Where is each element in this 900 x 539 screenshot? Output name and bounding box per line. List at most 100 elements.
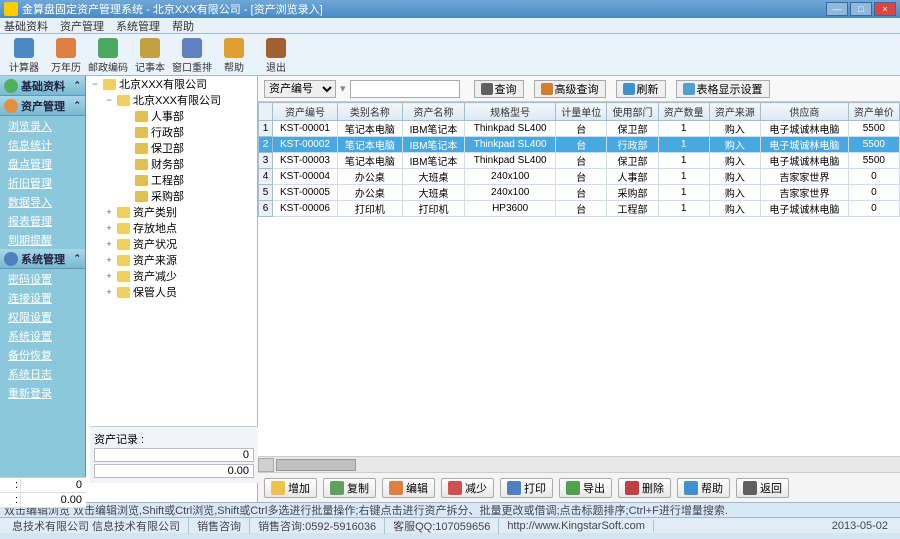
- h-scrollbar[interactable]: [258, 456, 900, 472]
- tree-cat-资产减少[interactable]: +资产减少: [86, 268, 257, 284]
- toolbar: 计算器万年历邮政编码记事本窗口重排帮助退出: [0, 34, 900, 76]
- toolbar-万年历[interactable]: 万年历: [46, 36, 86, 74]
- table-row[interactable]: 5KST-00005办公桌大班桌240x100台采购部1购入吉家家世界0: [259, 185, 900, 201]
- sidebar-item-盘点管理[interactable]: 盘点管理: [0, 154, 85, 173]
- sidebar-item-报表管理[interactable]: 报表管理: [0, 211, 85, 230]
- col-规格型号[interactable]: 规格型号: [465, 103, 556, 121]
- toolbar-记事本[interactable]: 记事本: [130, 36, 170, 74]
- tree-dept-财务部[interactable]: 财务部: [86, 156, 257, 172]
- action-返回[interactable]: 返回: [736, 478, 789, 498]
- menu-帮助[interactable]: 帮助: [172, 18, 194, 34]
- status-sales: 销售咨询: [189, 518, 250, 534]
- sidebar-item-折旧管理[interactable]: 折旧管理: [0, 173, 85, 192]
- table-row[interactable]: 3KST-00003笔记本电脑IBM笔记本Thinkpad SL400台保卫部1…: [259, 153, 900, 169]
- maximize-button[interactable]: □: [850, 2, 872, 16]
- col-资产编号[interactable]: 资产编号: [273, 103, 338, 121]
- sidebar-item-连接设置[interactable]: 连接设置: [0, 288, 85, 307]
- col-资产数量[interactable]: 资产数量: [658, 103, 709, 121]
- sidebar-item-信息统计[interactable]: 信息统计: [0, 135, 85, 154]
- dept-icon: [135, 127, 148, 138]
- search-input[interactable]: [350, 80, 460, 98]
- menu-资产管理[interactable]: 资产管理: [60, 18, 104, 34]
- action-复制[interactable]: 复制: [323, 478, 376, 498]
- menubar: 基础资料资产管理系统管理帮助: [0, 18, 900, 34]
- table-row[interactable]: 6KST-00006打印机打印机HP3600台工程部1购入电子城诚林电脑0: [259, 201, 900, 217]
- toolbar-窗口重排[interactable]: 窗口重排: [172, 36, 212, 74]
- action-打印[interactable]: 打印: [500, 478, 553, 498]
- dept-icon: [135, 111, 148, 122]
- tree-dept-工程部[interactable]: 工程部: [86, 172, 257, 188]
- close-button[interactable]: ×: [874, 2, 896, 16]
- action-帮助[interactable]: 帮助: [677, 478, 730, 498]
- table-row[interactable]: 1KST-00001笔记本电脑IBM笔记本Thinkpad SL400台保卫部1…: [259, 121, 900, 137]
- toolbar-邮政编码[interactable]: 邮政编码: [88, 36, 128, 74]
- 返回-icon: [743, 481, 757, 495]
- tree-dept-人事部[interactable]: 人事部: [86, 108, 257, 124]
- col-资产来源[interactable]: 资产来源: [709, 103, 760, 121]
- tree-dept-采购部[interactable]: 采购部: [86, 188, 257, 204]
- col-计量单位[interactable]: 计量单位: [556, 103, 607, 121]
- tree-dept-行政部[interactable]: 行政部: [86, 124, 257, 140]
- action-编辑[interactable]: 编辑: [382, 478, 435, 498]
- section-icon: [4, 79, 18, 93]
- action-导出[interactable]: 导出: [559, 478, 612, 498]
- tree-company[interactable]: −北京XXX有限公司: [86, 92, 257, 108]
- sidebar-item-重新登录[interactable]: 重新登录: [0, 383, 85, 402]
- status-url: http://www.KingstarSoft.com: [499, 520, 654, 532]
- tree-dept-保卫部[interactable]: 保卫部: [86, 140, 257, 156]
- table-row[interactable]: 4KST-00004办公桌大班桌240x100台人事部1购入吉家家世界0: [259, 169, 900, 185]
- menu-系统管理[interactable]: 系统管理: [116, 18, 160, 34]
- data-grid[interactable]: 资产编号类别名称资产名称规格型号计量单位使用部门资产数量资产来源供应商资产单价1…: [258, 102, 900, 456]
- search-查询[interactable]: 查询: [474, 80, 524, 98]
- sidebar-item-备份恢复[interactable]: 备份恢复: [0, 345, 85, 364]
- sidebar-item-数据导入[interactable]: 数据导入: [0, 192, 85, 211]
- col-资产名称[interactable]: 资产名称: [402, 103, 464, 121]
- 退出-icon: [266, 38, 286, 58]
- folder-icon: [103, 79, 116, 90]
- tree-cat-保管人员[interactable]: +保管人员: [86, 284, 257, 300]
- col-供应商[interactable]: 供应商: [761, 103, 849, 121]
- toolbar-计算器[interactable]: 计算器: [4, 36, 44, 74]
- sidebar-item-到期提醒[interactable]: 到期提醒: [0, 230, 85, 249]
- summary-count[interactable]: [94, 448, 254, 462]
- sidebar-section-系统管理[interactable]: 系统管理⌃: [0, 249, 85, 269]
- search-表格显示设置[interactable]: 表格显示设置: [676, 80, 770, 98]
- tree-panel: −北京XXX有限公司−北京XXX有限公司人事部行政部保卫部财务部工程部采购部+资…: [86, 76, 258, 502]
- scroll-thumb[interactable]: [276, 459, 356, 471]
- toolbar-帮助[interactable]: 帮助: [214, 36, 254, 74]
- menu-基础资料[interactable]: 基础资料: [4, 18, 48, 34]
- tree-cat-资产类别[interactable]: +资产类别: [86, 204, 257, 220]
- 复制-icon: [330, 481, 344, 495]
- toolbar-退出[interactable]: 退出: [256, 36, 296, 74]
- search-刷新[interactable]: 刷新: [616, 80, 666, 98]
- sidebar-section-基础资料[interactable]: 基础资料⌃: [0, 76, 85, 96]
- searchbar: 资产编号 ▾ 查询高级查询刷新表格显示设置: [258, 76, 900, 102]
- sidebar-item-系统日志[interactable]: 系统日志: [0, 364, 85, 383]
- sidebar-section-资产管理[interactable]: 资产管理⌃: [0, 96, 85, 116]
- tree-cat-资产来源[interactable]: +资产来源: [86, 252, 257, 268]
- summary-amount[interactable]: [94, 464, 254, 478]
- table-row[interactable]: 2KST-00002笔记本电脑IBM笔记本Thinkpad SL400台行政部1…: [259, 137, 900, 153]
- search-field-select[interactable]: 资产编号: [264, 80, 336, 98]
- col-使用部门[interactable]: 使用部门: [607, 103, 658, 121]
- scroll-left-button[interactable]: [258, 458, 274, 472]
- sidebar-item-权限设置[interactable]: 权限设置: [0, 307, 85, 326]
- action-减少[interactable]: 减少: [441, 478, 494, 498]
- sidebar-item-密码设置[interactable]: 密码设置: [0, 269, 85, 288]
- minimize-button[interactable]: —: [826, 2, 848, 16]
- search-高级查询[interactable]: 高级查询: [534, 80, 606, 98]
- tree-cat-存放地点[interactable]: +存放地点: [86, 220, 257, 236]
- tree-root[interactable]: −北京XXX有限公司: [86, 76, 257, 92]
- mini-row: :0: [0, 478, 86, 493]
- col-类别名称[interactable]: 类别名称: [337, 103, 402, 121]
- sidebar-item-浏览录入[interactable]: 浏览录入: [0, 116, 85, 135]
- sidebar-item-系统设置[interactable]: 系统设置: [0, 326, 85, 345]
- status-phone: 销售咨询:0592-5916036: [250, 518, 385, 534]
- section-icon: [4, 99, 18, 113]
- action-删除[interactable]: 删除: [618, 478, 671, 498]
- tree-cat-资产状况[interactable]: +资产状况: [86, 236, 257, 252]
- 表格显示设置-icon: [683, 83, 695, 95]
- 邮政编码-icon: [98, 38, 118, 58]
- col-资产单价[interactable]: 资产单价: [848, 103, 899, 121]
- action-增加[interactable]: 增加: [264, 478, 317, 498]
